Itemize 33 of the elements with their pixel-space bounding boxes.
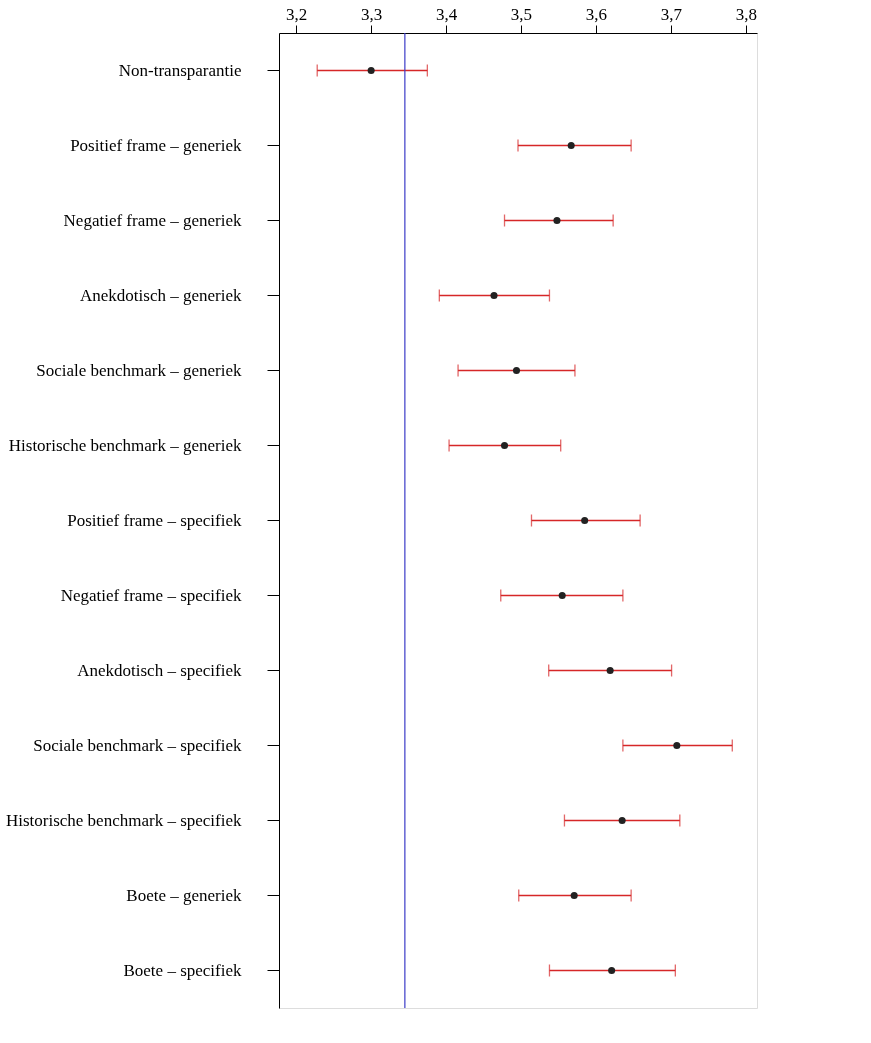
point — [618, 816, 626, 825]
point — [512, 366, 521, 375]
x-tick-label: 3,4 — [435, 4, 458, 24]
point — [581, 516, 589, 525]
point — [500, 441, 509, 450]
point — [567, 141, 575, 150]
y-tick-label: Historische benchmark – generiek — [8, 435, 242, 455]
y-tick-label: Negatief frame – generiek — [63, 210, 242, 230]
point — [367, 66, 375, 75]
point — [570, 891, 578, 900]
point — [553, 216, 561, 225]
x-tick-label: 3,3 — [361, 4, 383, 24]
y-tick-label: Sociale benchmark – specifiek — [33, 735, 242, 755]
y-tick-label: Historische benchmark – specifiek — [5, 810, 242, 830]
point — [606, 666, 614, 675]
y-tick-label: Positief frame – generiek — [70, 135, 242, 155]
y-tick-label: Anekdotisch – generiek — [80, 285, 242, 305]
point — [608, 966, 616, 975]
y-tick-label: Boete – generiek — [126, 885, 242, 905]
y-tick-label: Positief frame – specifiek — [67, 510, 242, 530]
y-tick-label: Anekdotisch – specifiek — [77, 660, 242, 680]
y-tick-label: Boete – specifiek — [123, 960, 242, 980]
y-tick-label: Non-transparantie — [118, 60, 242, 80]
x-tick-label: 3,2 — [286, 4, 308, 24]
x-tick-label: 3,8 — [735, 4, 757, 24]
point — [673, 741, 681, 750]
x-tick-label: 3,7 — [660, 4, 683, 24]
y-tick-label: Negatief frame – specifiek — [60, 585, 242, 605]
y-tick-label: Sociale benchmark – generiek — [36, 360, 242, 380]
point — [558, 591, 566, 600]
x-tick-label: 3,5 — [510, 4, 533, 24]
point — [490, 291, 498, 300]
x-tick-label: 3,6 — [585, 4, 608, 24]
